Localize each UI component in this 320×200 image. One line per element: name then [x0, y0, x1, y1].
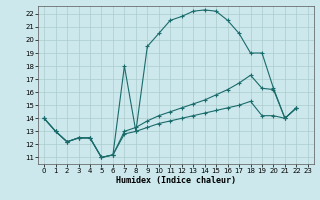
X-axis label: Humidex (Indice chaleur): Humidex (Indice chaleur)	[116, 176, 236, 185]
